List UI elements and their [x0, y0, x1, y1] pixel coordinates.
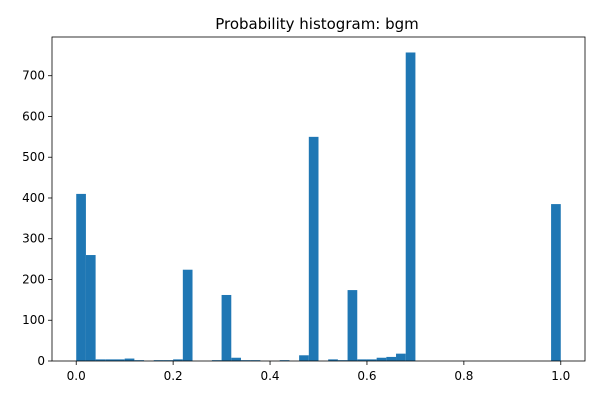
- histogram-bar: [328, 359, 338, 361]
- histogram-bar: [308, 136, 319, 361]
- y-tick-label: 400: [22, 191, 45, 205]
- histogram-bar: [231, 357, 241, 361]
- x-axis-ticks: 0.0 0.2 0.4 0.6 0.8 1.0: [67, 361, 570, 383]
- plot-frame: [51, 36, 586, 362]
- histogram-bar: [105, 359, 115, 361]
- histogram-bar: [396, 353, 406, 361]
- y-tick-label: 300: [22, 232, 45, 246]
- histogram-bar: [134, 360, 145, 361]
- histogram-bar: [85, 255, 96, 361]
- y-tick-label: 100: [22, 313, 45, 327]
- histogram-bar: [299, 355, 309, 361]
- y-tick-label: 600: [22, 109, 45, 123]
- histogram-bar: [182, 269, 193, 361]
- histogram-bar: [347, 290, 358, 361]
- x-tick-label: 1.0: [551, 369, 570, 383]
- y-tick-label: 500: [22, 150, 45, 164]
- histogram-bar: [95, 359, 106, 361]
- histogram-bar: [551, 204, 561, 361]
- histogram-bar: [405, 52, 416, 362]
- histogram-bar: [173, 359, 183, 361]
- y-tick-label: 700: [22, 69, 45, 83]
- histogram-bar: [250, 360, 261, 361]
- x-tick-label: 0.6: [357, 369, 376, 383]
- histogram-bar: [124, 358, 135, 361]
- chart-title: Probability histogram: bgm: [215, 15, 419, 33]
- histogram-bar: [386, 356, 397, 361]
- x-tick-label: 0.2: [164, 369, 183, 383]
- y-axis-ticks: 0 100 200 300 400 500 600 700: [22, 69, 52, 368]
- x-tick-label: 0.8: [454, 369, 473, 383]
- histogram-bar: [211, 360, 222, 361]
- histogram-bar: [279, 360, 290, 361]
- x-tick-label: 0.0: [67, 369, 86, 383]
- histogram-bar: [366, 359, 377, 361]
- histogram-bar: [376, 357, 387, 361]
- histogram-bar: [240, 360, 251, 361]
- y-tick-label: 0: [37, 354, 45, 368]
- x-tick-label: 0.4: [260, 369, 279, 383]
- histogram-bar: [357, 359, 367, 361]
- y-tick-label: 200: [22, 272, 45, 286]
- histogram-bar: [163, 360, 174, 361]
- bars-group: [76, 52, 561, 362]
- histogram-bar: [337, 360, 348, 361]
- histogram-bar: [114, 359, 125, 361]
- histogram-bar: [153, 360, 164, 361]
- histogram-bar: [221, 294, 232, 361]
- histogram-bar: [76, 193, 86, 361]
